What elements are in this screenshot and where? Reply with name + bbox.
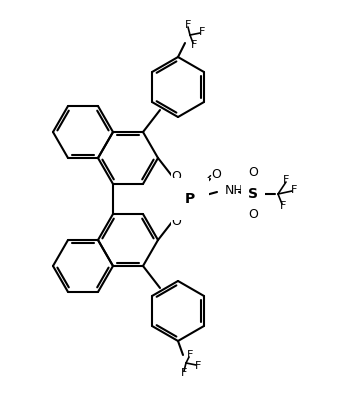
Text: O: O: [171, 215, 181, 228]
Text: O: O: [171, 170, 181, 183]
Text: P: P: [185, 192, 195, 206]
Text: F: F: [283, 175, 289, 185]
Text: O: O: [248, 208, 258, 222]
Text: S: S: [248, 187, 258, 201]
Text: F: F: [280, 201, 286, 211]
Text: NH: NH: [225, 184, 244, 197]
Text: F: F: [181, 368, 187, 378]
Text: F: F: [199, 27, 205, 37]
Text: O: O: [211, 169, 221, 182]
Text: F: F: [185, 20, 191, 30]
Text: F: F: [191, 40, 197, 50]
Text: O: O: [248, 166, 258, 180]
Text: F: F: [195, 361, 201, 371]
Text: F: F: [291, 185, 297, 195]
Text: F: F: [187, 350, 193, 360]
